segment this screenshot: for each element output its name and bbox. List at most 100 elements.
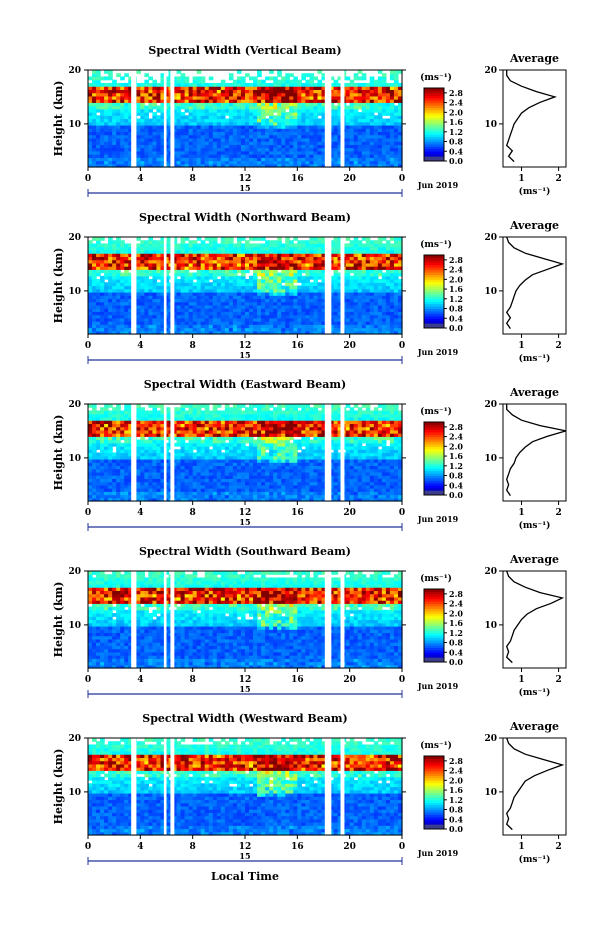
heatmap-cell: [116, 108, 121, 113]
heatmap-cell: [136, 82, 141, 87]
heatmap-cell: [353, 73, 359, 78]
heatmap-cell: [345, 243, 351, 248]
heatmap-cell: [88, 240, 93, 245]
heatmap-cell: [188, 118, 194, 123]
heatmap-cell: [277, 99, 282, 103]
heatmap-cell: [216, 82, 222, 87]
heatmap-cell: [116, 102, 121, 107]
heatmap-cell: [353, 108, 359, 113]
heatmap-cell: [297, 157, 302, 162]
heatmap-cell: [200, 105, 206, 110]
panel-title: Spectral Width (Vertical Beam): [148, 44, 341, 57]
heatmap-cell: [148, 131, 154, 136]
heatmap-cell: [88, 141, 93, 145]
heatmap-cell: [204, 134, 210, 139]
heatmap-cell: [104, 76, 109, 81]
heatmap-cell: [164, 144, 170, 149]
heatmap-cell: [88, 99, 93, 103]
heatmap-cell: [124, 160, 129, 165]
heatmap-cell: [164, 128, 170, 133]
heatmap-cell: [232, 163, 238, 168]
heatmap-cell: [172, 95, 178, 100]
heatmap-cell: [345, 237, 351, 241]
heatmap-cell: [128, 141, 133, 145]
heatmap-cell: [265, 128, 270, 133]
heatmap-cell: [176, 92, 182, 97]
heatmap-cell: [333, 79, 339, 84]
heatmap-cell: [108, 144, 113, 149]
heatmap-cell: [96, 124, 101, 129]
heatmap-cell: [188, 86, 194, 90]
heatmap-cell: [381, 237, 387, 241]
heatmap-cell: [220, 89, 226, 94]
heatmap-cell: [152, 141, 158, 145]
heatmap-cell: [240, 118, 246, 123]
heatmap-cell: [333, 99, 339, 103]
heatmap-cell: [281, 99, 286, 103]
data-gap: [324, 70, 332, 167]
heatmap-cell: [240, 134, 246, 139]
heatmap-cell: [160, 160, 166, 165]
heatmap-cell: [289, 92, 294, 97]
heatmap-cell: [180, 92, 186, 97]
heatmap-cell: [140, 121, 145, 126]
heatmap-cell: [224, 92, 230, 97]
heatmap-cell: [377, 279, 383, 283]
heatmap-cell: [313, 115, 319, 120]
heatmap-cell: [212, 86, 218, 90]
heatmap-cell: [184, 154, 190, 158]
heatmap-cell: [305, 128, 311, 133]
heatmap-cell: [269, 144, 274, 149]
heatmap-cell: [361, 141, 367, 145]
heatmap-cell: [349, 275, 355, 280]
heatmap-cell: [124, 118, 129, 123]
heatmap-cell: [160, 95, 166, 100]
y-tick-label: 10: [68, 287, 81, 297]
heatmap-cell: [220, 157, 226, 162]
heatmap-cell: [293, 95, 298, 100]
heatmap-cell: [212, 95, 218, 100]
heatmap-cell: [188, 105, 194, 110]
heatmap-cell: [240, 86, 246, 90]
heatmap-cell: [112, 452, 117, 457]
heatmap-cell: [349, 82, 355, 87]
heatmap-cell: [301, 95, 306, 100]
heatmap-cell: [265, 105, 270, 110]
heatmap-cell: [88, 124, 93, 129]
heatmap-cell: [104, 86, 109, 90]
heatmap-cell: [240, 121, 246, 126]
heatmap-cell: [116, 237, 121, 241]
heatmap-cell: [144, 73, 149, 78]
heatmap-cell: [184, 118, 190, 123]
heatmap-cell: [236, 112, 242, 116]
heatmap-cell: [257, 121, 262, 126]
heatmap-cell: [249, 157, 254, 162]
heatmap-cell: [361, 237, 367, 241]
heatmap-cell: [261, 237, 266, 241]
heatmap-cell: [104, 163, 109, 168]
heatmap-cell: [104, 150, 109, 155]
heatmap-cell: [120, 89, 125, 94]
heatmap-cell: [136, 137, 141, 142]
heatmap-cell: [156, 118, 162, 123]
heatmap-cell: [224, 141, 230, 145]
heatmap-cell: [273, 141, 278, 145]
heatmap-cell: [172, 137, 178, 142]
heatmap-cell: [301, 92, 306, 97]
heatmap-cell: [297, 102, 302, 107]
heatmap-cell: [220, 92, 226, 97]
heatmap-cell: [349, 131, 355, 136]
heatmap-cell: [116, 141, 121, 145]
heatmap-cell: [389, 82, 395, 87]
heatmap-cell: [257, 99, 262, 103]
heatmap-cell: [285, 134, 290, 139]
heatmap-cell: [220, 86, 226, 90]
heatmap-cell: [329, 108, 335, 113]
heatmap-cell: [204, 115, 210, 120]
heatmap-cell: [144, 137, 149, 142]
heatmap-cell: [236, 128, 242, 133]
heatmap-cell: [361, 147, 367, 152]
heatmap-cell: [285, 102, 290, 107]
heatmap-cell: [349, 134, 355, 139]
